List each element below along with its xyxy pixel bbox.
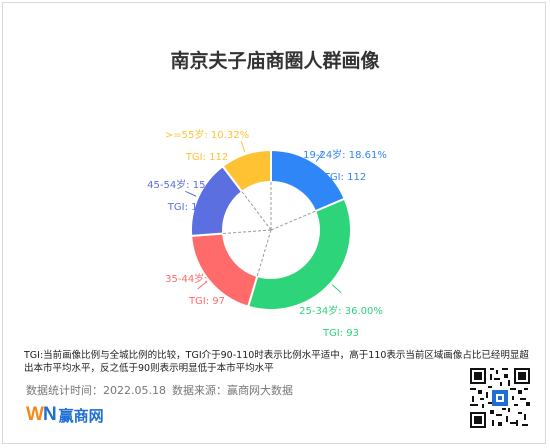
tgi-label-4: TGI: 112: [185, 152, 228, 163]
chart-frame: [2, 2, 546, 444]
meta-info: 数据统计时间：2022.05.18 数据来源：赢商网大数据: [26, 382, 293, 398]
divider-4: [241, 191, 272, 231]
leader-2: [197, 280, 208, 290]
slice-label-2: 35-44岁: 19.21%: [165, 272, 249, 285]
data-source: 数据来源：赢商网大数据: [171, 384, 293, 397]
chart-title: 南京夫子庙商圈人群画像: [170, 50, 380, 72]
slice-4: [221, 148, 272, 194]
slice-label-1: 25-34岁: 36.00%: [299, 304, 383, 317]
tgi-label-3: TGI: 103: [167, 202, 210, 213]
qr-code: [468, 366, 532, 430]
tgi-label-2: TGI: 97: [188, 296, 225, 307]
slice-label-4: >=55岁: 10.32%: [165, 128, 249, 141]
logo-text: 赢商网: [58, 406, 104, 425]
logo-mark: WN: [26, 404, 57, 425]
leader-1: [331, 284, 342, 294]
divider-1: [270, 210, 316, 231]
slice-label-0: 19-24岁: 18.61%: [303, 148, 387, 161]
tgi-note: TGI:当前画像比例与全城比例的比较，TGI介于90-110时表示比例水平适中，…: [24, 350, 529, 374]
slice-1: [246, 197, 352, 311]
leader-0: [315, 151, 324, 162]
winshang-logo: WN 赢商网: [26, 404, 104, 426]
divider-3: [223, 229, 272, 235]
divider-2: [256, 229, 272, 277]
slice-label-3: 45-54岁: 15.85%: [147, 178, 231, 191]
leader-3: [185, 190, 197, 197]
stat-date: 数据统计时间：2022.05.18: [26, 384, 166, 397]
tgi-label-1: TGI: 93: [322, 328, 359, 339]
leader-4: [240, 140, 246, 153]
tgi-label-0: TGI: 112: [323, 172, 366, 183]
